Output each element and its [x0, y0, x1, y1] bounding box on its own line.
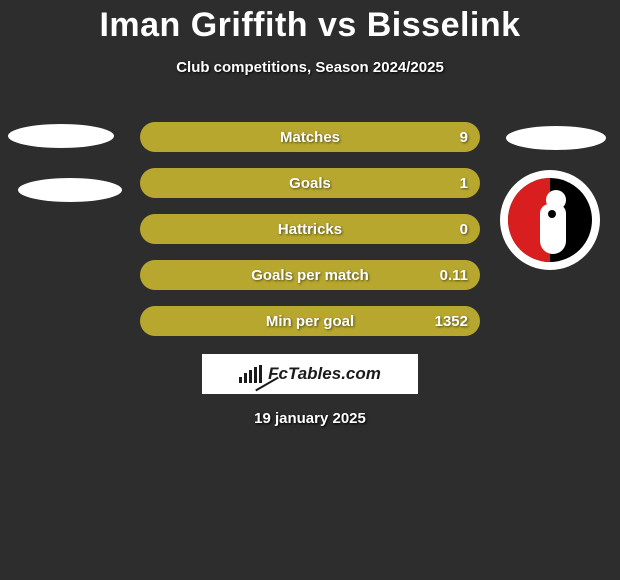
fctables-label: FcTables.com — [268, 364, 381, 384]
right-team-shape — [506, 126, 606, 150]
club-logo — [500, 170, 600, 270]
stat-value-right: 0.11 — [440, 267, 468, 284]
fctables-watermark: FcTables.com — [202, 354, 418, 394]
stat-label: Hattricks — [278, 221, 342, 238]
stat-value-right: 1352 — [435, 313, 468, 330]
stat-row: Goals 1 — [140, 168, 480, 198]
left-team-shape-1 — [8, 124, 114, 148]
stat-value-right: 9 — [460, 129, 468, 146]
stat-value-right: 1 — [460, 175, 468, 192]
stats-table: Matches 9 Goals 1 Hattricks 0 Goals per match 0… — [140, 122, 480, 352]
stat-label: Goals per match — [251, 267, 369, 284]
stat-row: Hattricks 0 — [140, 214, 480, 244]
subtitle: Club competitions, Season 2024/2025 — [0, 59, 620, 76]
stat-label: Min per goal — [266, 313, 354, 330]
stat-row: Matches 9 — [140, 122, 480, 152]
stat-row: Min per goal 1352 — [140, 306, 480, 336]
stat-row: Goals per match 0.11 — [140, 260, 480, 290]
date-label: 19 january 2025 — [254, 410, 366, 427]
left-team-shape-2 — [18, 178, 122, 202]
chart-icon — [239, 365, 262, 383]
stat-label: Goals — [289, 175, 331, 192]
page-title: Iman Griffith vs Bisselink — [0, 0, 620, 45]
stat-label: Matches — [280, 129, 340, 146]
stat-value-right: 0 — [460, 221, 468, 238]
